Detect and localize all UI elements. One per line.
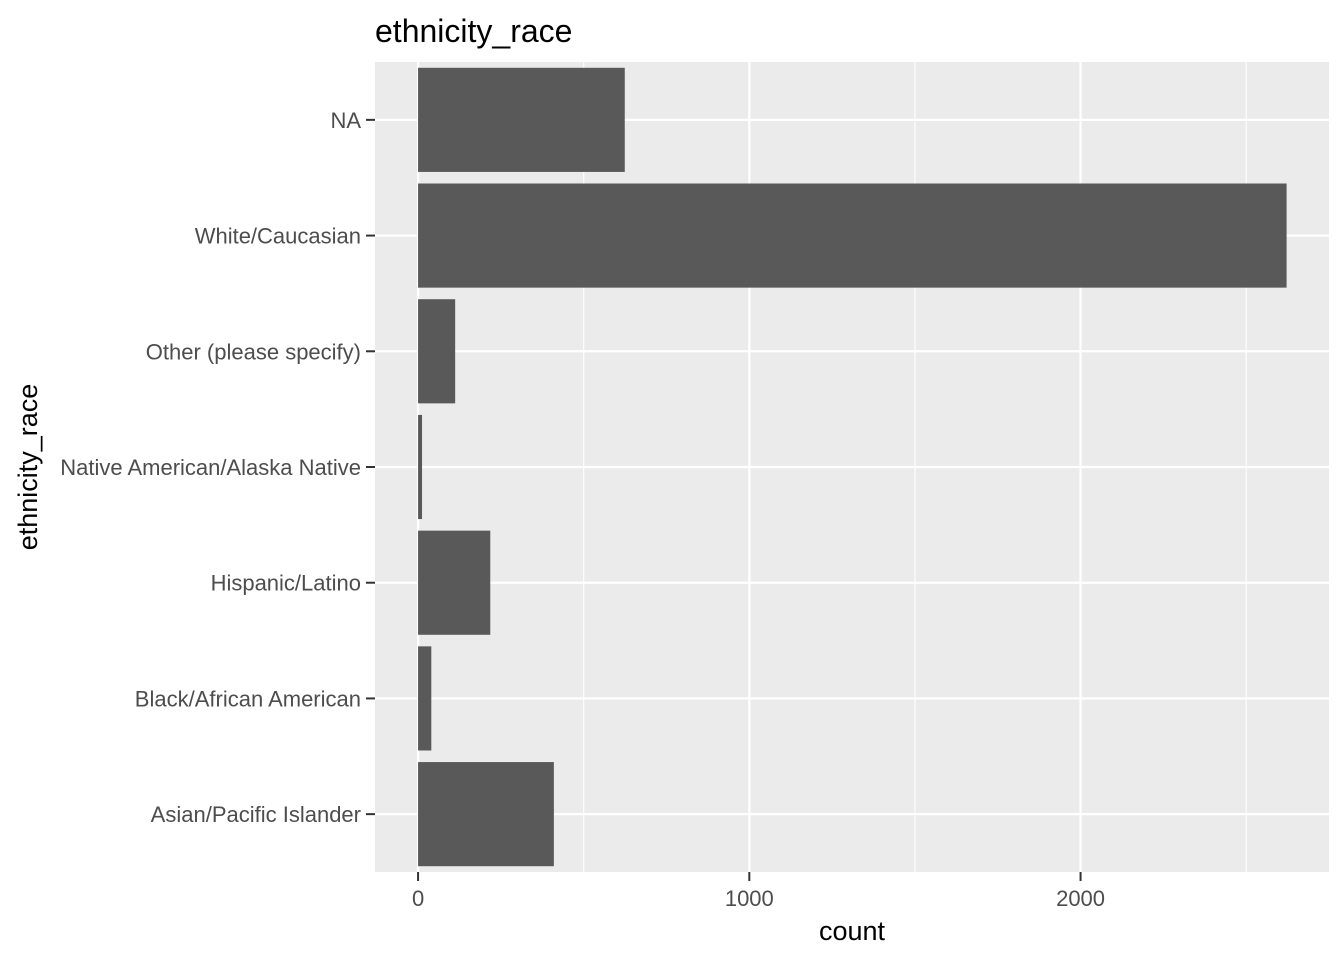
y-tick-label: Hispanic/Latino xyxy=(211,571,361,596)
y-axis: Asian/Pacific Islander Black/African Amer… xyxy=(60,108,375,827)
y-tick-label: Other (please specify) xyxy=(146,339,361,364)
bar xyxy=(418,183,1287,288)
bar xyxy=(418,762,554,867)
bar xyxy=(418,67,625,172)
x-axis: 0 1000 2000 xyxy=(412,872,1105,911)
y-tick-label: Native American/Alaska Native xyxy=(60,455,361,480)
y-tick-label: White/Caucasian xyxy=(195,224,361,249)
y-tick-label: Black/African American xyxy=(135,686,361,711)
x-tick-label: 2000 xyxy=(1056,886,1105,911)
y-tick-label: NA xyxy=(330,108,361,133)
bar xyxy=(418,530,491,635)
x-tick-label: 0 xyxy=(412,886,424,911)
bar xyxy=(418,414,423,520)
x-tick-label: 1000 xyxy=(725,886,774,911)
bar xyxy=(418,646,432,751)
chart-title: ethnicity_race xyxy=(375,13,572,49)
y-axis-title: ethnicity_race xyxy=(13,384,43,551)
x-axis-title: count xyxy=(819,916,886,946)
bar xyxy=(418,299,456,404)
bars xyxy=(418,67,1287,867)
y-tick-label: Asian/Pacific Islander xyxy=(151,802,361,827)
